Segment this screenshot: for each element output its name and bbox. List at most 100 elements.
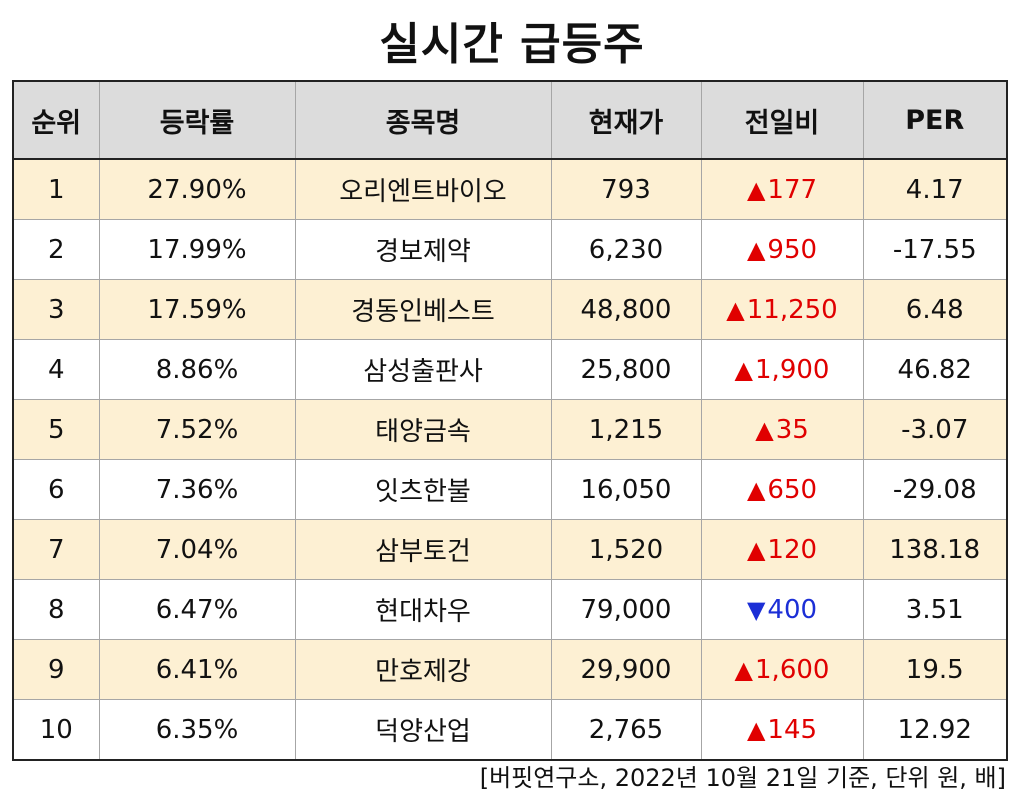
cell-change: ▲145 [700,699,863,761]
column-header-price: 현재가 [550,81,701,160]
cell-stock-name: 삼부토건 [294,519,551,580]
cell-per: 4.17 [862,159,1007,220]
cell-price: 16,050 [550,459,701,520]
cell-per: -29.08 [862,459,1007,520]
cell-rank: 8 [13,579,99,640]
up-triangle-icon: ▲ [746,475,766,504]
cell-per: 138.18 [862,519,1007,580]
change-value: 145 [767,714,818,745]
cell-rank: 6 [13,459,99,520]
cell-per: 6.48 [862,279,1007,340]
up-triangle-icon: ▲ [755,415,774,444]
cell-stock-name: 만호제강 [294,639,551,700]
down-triangle-icon: ▼ [746,595,766,624]
cell-rate: 6.41% [98,639,295,700]
table-row: 3 17.59% 경동인베스트 48,800 ▲11,250 6.48 [13,279,1007,340]
change-value: 950 [767,234,818,265]
column-header-rank: 순위 [13,81,99,160]
table-row: 8 6.47% 현대차우 79,000 ▼400 3.51 [13,579,1007,640]
table-row: 4 8.86% 삼성출판사 25,800 ▲1,900 46.82 [13,339,1007,400]
cell-per: -3.07 [862,399,1007,460]
cell-price: 25,800 [550,339,701,400]
up-triangle-icon: ▲ [726,295,745,324]
cell-price: 6,230 [550,219,701,280]
cell-rank: 3 [13,279,99,340]
source-note: [버핏연구소, 2022년 10월 21일 기준, 단위 원, 배] [479,764,1006,792]
cell-price: 793 [550,159,701,220]
cell-price: 2,765 [550,699,701,761]
cell-stock-name: 경동인베스트 [294,279,551,340]
up-triangle-icon: ▲ [734,655,754,684]
cell-price: 1,215 [550,399,701,460]
cell-per: 12.92 [862,699,1007,761]
up-triangle-icon: ▲ [734,355,754,384]
cell-change: ▲1,900 [700,339,863,400]
cell-rate: 7.52% [98,399,295,460]
cell-change: ▼400 [700,579,863,640]
table-row: 1 27.90% 오리엔트바이오 793 ▲177 4.17 [13,159,1007,220]
cell-rank: 2 [13,219,99,280]
up-triangle-icon: ▲ [746,535,766,564]
column-header-change: 전일비 [700,81,863,160]
change-value: 11,250 [746,294,838,325]
cell-change: ▲1,600 [700,639,863,700]
change-value: 400 [767,594,818,625]
table-header-row: 순위 등락률 종목명 현재가 전일비 PER [13,81,1007,160]
cell-stock-name: 삼성출판사 [294,339,551,400]
up-triangle-icon: ▲ [746,235,766,264]
cell-per: 3.51 [862,579,1007,640]
table-row: 9 6.41% 만호제강 29,900 ▲1,600 19.5 [13,639,1007,700]
stock-table: 순위 등락률 종목명 현재가 전일비 PER 1 27.90% 오리엔트바이오 793… [12,80,1008,761]
cell-stock-name: 태양금속 [294,399,551,460]
change-value: 35 [775,414,809,445]
column-header-name: 종목명 [294,81,551,160]
up-triangle-icon: ▲ [746,715,766,744]
cell-rate: 27.90% [98,159,295,220]
table-row: 10 6.35% 덕양산업 2,765 ▲145 12.92 [13,699,1007,761]
cell-per: 19.5 [862,639,1007,700]
column-header-rate: 등락률 [98,81,295,160]
cell-price: 79,000 [550,579,701,640]
table-row: 2 17.99% 경보제약 6,230 ▲950 -17.55 [13,219,1007,280]
cell-change: ▲35 [700,399,863,460]
change-value: 650 [767,474,818,505]
cell-stock-name: 경보제약 [294,219,551,280]
cell-price: 48,800 [550,279,701,340]
cell-rank: 10 [13,699,99,761]
cell-change: ▲120 [700,519,863,580]
cell-rate: 7.04% [98,519,295,580]
cell-stock-name: 덕양산업 [294,699,551,761]
cell-per: 46.82 [862,339,1007,400]
cell-rank: 1 [13,159,99,220]
table-row: 6 7.36% 잇츠한불 16,050 ▲650 -29.08 [13,459,1007,520]
cell-change: ▲177 [700,159,863,220]
cell-stock-name: 잇츠한불 [294,459,551,520]
cell-rank: 9 [13,639,99,700]
change-value: 1,600 [755,654,830,685]
cell-price: 29,900 [550,639,701,700]
cell-rank: 4 [13,339,99,400]
column-header-per: PER [862,81,1007,160]
cell-price: 1,520 [550,519,701,580]
change-value: 177 [767,174,818,205]
cell-change: ▲650 [700,459,863,520]
cell-rate: 17.99% [98,219,295,280]
change-value: 1,900 [755,354,830,385]
cell-rank: 7 [13,519,99,580]
page-title: 실시간 급등주 [379,19,645,70]
cell-per: -17.55 [862,219,1007,280]
table-row: 5 7.52% 태양금속 1,215 ▲35 -3.07 [13,399,1007,460]
cell-rate: 7.36% [98,459,295,520]
cell-rank: 5 [13,399,99,460]
cell-stock-name: 오리엔트바이오 [294,159,551,220]
cell-change: ▲11,250 [700,279,863,340]
cell-rate: 6.35% [98,699,295,761]
cell-rate: 6.47% [98,579,295,640]
cell-rate: 8.86% [98,339,295,400]
cell-change: ▲950 [700,219,863,280]
up-triangle-icon: ▲ [746,175,766,204]
table-row: 7 7.04% 삼부토건 1,520 ▲120 138.18 [13,519,1007,580]
change-value: 120 [767,534,818,565]
cell-stock-name: 현대차우 [294,579,551,640]
cell-rate: 17.59% [98,279,295,340]
